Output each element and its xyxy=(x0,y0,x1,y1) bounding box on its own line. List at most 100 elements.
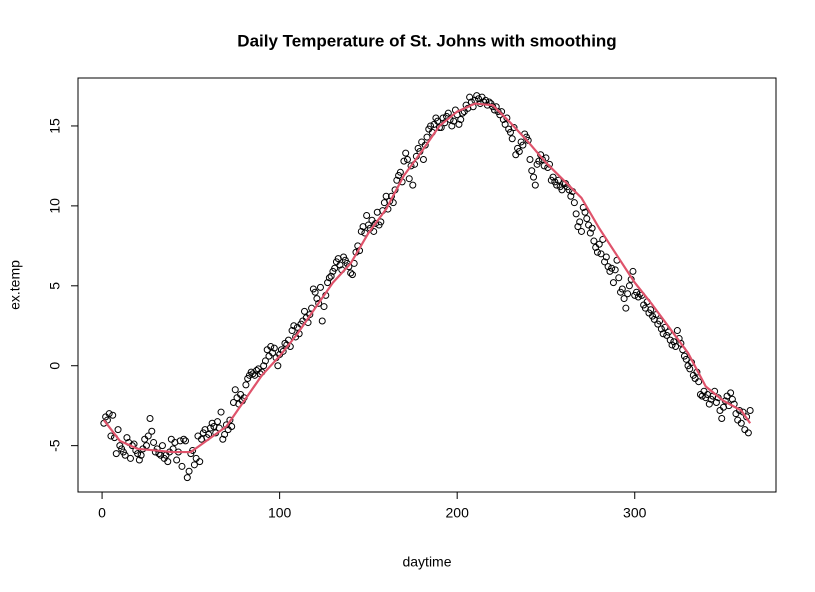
point xyxy=(269,349,277,357)
point xyxy=(553,181,561,189)
point xyxy=(609,279,617,287)
point xyxy=(316,283,324,291)
point xyxy=(705,400,713,408)
point xyxy=(597,250,605,258)
point xyxy=(528,167,536,175)
point xyxy=(109,411,117,419)
point xyxy=(327,272,335,280)
point xyxy=(508,135,516,143)
point xyxy=(567,192,575,200)
point xyxy=(423,133,431,141)
point xyxy=(744,429,752,437)
point xyxy=(672,343,680,351)
point xyxy=(164,458,172,466)
point xyxy=(510,124,518,132)
point xyxy=(402,149,410,157)
point xyxy=(270,344,278,352)
point xyxy=(324,279,332,287)
point xyxy=(427,122,435,130)
x-tick-label: 100 xyxy=(268,505,292,521)
point xyxy=(620,295,628,303)
point xyxy=(126,454,134,462)
point xyxy=(242,381,250,389)
point xyxy=(144,432,152,440)
point xyxy=(279,347,287,355)
point xyxy=(530,173,538,181)
point xyxy=(228,422,236,430)
point xyxy=(450,117,458,125)
point xyxy=(260,362,268,370)
point xyxy=(593,248,601,256)
point xyxy=(457,116,465,124)
point xyxy=(656,317,664,325)
point xyxy=(107,432,115,440)
point xyxy=(405,175,413,183)
point xyxy=(217,408,225,416)
point xyxy=(572,210,580,218)
point xyxy=(506,128,514,136)
point xyxy=(601,258,609,266)
point xyxy=(219,435,227,443)
point xyxy=(727,389,735,397)
point xyxy=(182,437,190,445)
point xyxy=(625,282,633,290)
point xyxy=(718,414,726,422)
point xyxy=(315,299,323,307)
point xyxy=(114,426,122,434)
point xyxy=(290,322,298,330)
point xyxy=(419,156,427,164)
point xyxy=(206,424,214,432)
point xyxy=(205,430,213,438)
point xyxy=(519,141,527,149)
y-tick-label: 0 xyxy=(47,362,63,370)
point xyxy=(586,229,594,237)
point xyxy=(611,266,619,274)
point xyxy=(590,237,598,245)
point xyxy=(409,181,417,189)
point xyxy=(682,355,690,363)
point xyxy=(657,325,665,333)
point xyxy=(185,467,193,475)
point xyxy=(158,442,166,450)
point xyxy=(348,271,356,279)
point xyxy=(629,267,637,275)
point xyxy=(382,192,390,200)
point xyxy=(325,274,333,282)
point xyxy=(647,306,655,314)
point xyxy=(549,173,557,181)
point xyxy=(221,430,229,438)
point xyxy=(105,410,113,418)
point xyxy=(595,240,603,248)
point xyxy=(183,474,191,482)
point xyxy=(618,285,626,293)
point xyxy=(670,338,678,346)
point xyxy=(363,211,371,219)
x-axis-label: daytime xyxy=(402,554,451,570)
point xyxy=(526,156,534,164)
point xyxy=(583,215,591,223)
point xyxy=(531,181,539,189)
point xyxy=(148,427,156,435)
y-tick-label: -5 xyxy=(47,439,63,452)
point xyxy=(146,414,154,422)
point xyxy=(588,224,596,232)
point xyxy=(137,451,145,459)
point xyxy=(300,307,308,315)
point xyxy=(622,304,630,312)
smooth-line xyxy=(102,102,752,454)
x-tick-label: 300 xyxy=(623,505,647,521)
point xyxy=(407,162,415,170)
point xyxy=(196,458,204,466)
point xyxy=(434,117,442,125)
point xyxy=(737,419,745,427)
point xyxy=(576,218,584,226)
point xyxy=(213,418,221,426)
point xyxy=(554,176,562,184)
y-tick-label: 5 xyxy=(47,282,63,290)
point xyxy=(686,365,694,373)
point xyxy=(190,461,198,469)
point xyxy=(396,168,404,176)
point xyxy=(288,327,296,335)
x-tick-label: 0 xyxy=(98,505,106,521)
